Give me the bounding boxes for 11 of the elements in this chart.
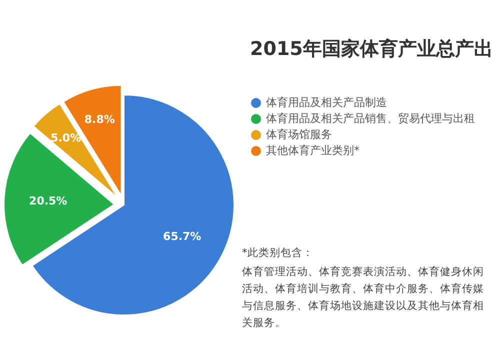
data-label: 8.8% <box>84 113 115 126</box>
text: *此类别包含： <box>242 246 314 261</box>
data-label: 5.0% <box>50 131 82 144</box>
text: 体育管理活动、体育竞赛表演活动、体育健身休闲活动、体育培训与教育、体育中介服务、体育传媒与信息服务、体育场地设施建设以及其他与体育相关服务。 <box>242 265 485 331</box>
legend-label: 体育用品及相关产品销售、贸易代理与出租 <box>266 111 475 127</box>
legend-label: 体育场馆服务 <box>266 127 332 143</box>
data-label: 65.7% <box>163 230 202 244</box>
data-label: 20.5% <box>29 194 68 208</box>
legend-label: 体育用品及相关产品制造 <box>266 95 387 111</box>
chart-title: 2015年国家体育产业总产出 <box>250 37 493 62</box>
legend-label: 其他体育产业类别* <box>266 143 360 159</box>
